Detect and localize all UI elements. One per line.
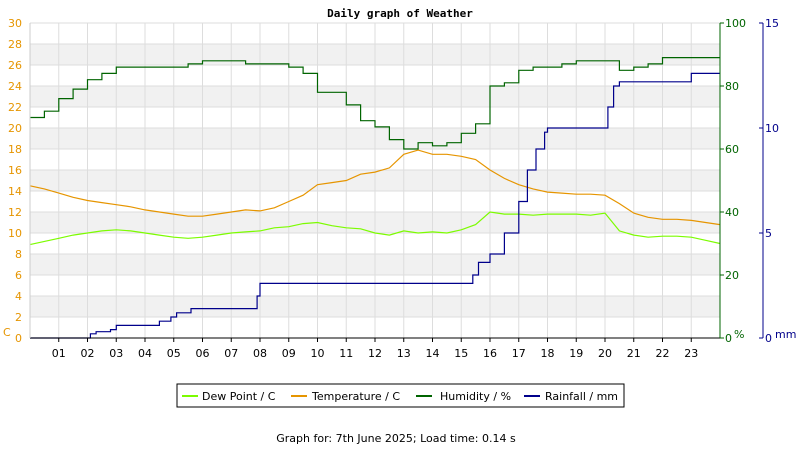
y-tick-label-temperature: 8 bbox=[15, 248, 22, 261]
footer-load-info: Graph for: 7th June 2025; Load time: 0.1… bbox=[276, 432, 516, 445]
y-axis-label-rain: mm bbox=[775, 328, 796, 341]
y-tick-label-humidity: 80 bbox=[725, 80, 739, 93]
x-tick-label: 07 bbox=[224, 347, 238, 360]
y-tick-label-temperature: 12 bbox=[8, 206, 22, 219]
x-tick-label: 19 bbox=[569, 347, 583, 360]
y-tick-label-temperature: 22 bbox=[8, 101, 22, 114]
y-tick-label-humidity: 0 bbox=[725, 332, 732, 345]
legend-label-temperature: Temperature / C bbox=[311, 390, 400, 403]
y-tick-label-rain: 0 bbox=[765, 332, 772, 345]
y-tick-label-rain: 5 bbox=[765, 227, 772, 240]
x-tick-label: 15 bbox=[454, 347, 468, 360]
y-tick-label-temperature: 6 bbox=[15, 269, 22, 282]
y-tick-label-humidity: 40 bbox=[725, 206, 739, 219]
x-tick-label: 23 bbox=[684, 347, 698, 360]
x-tick-label: 13 bbox=[397, 347, 411, 360]
y-tick-label-rain: 15 bbox=[765, 17, 779, 30]
y-tick-label-temperature: 16 bbox=[8, 164, 22, 177]
x-tick-label: 16 bbox=[483, 347, 497, 360]
y-tick-label-humidity: 20 bbox=[725, 269, 739, 282]
x-tick-label: 01 bbox=[52, 347, 66, 360]
y-tick-label-temperature: 2 bbox=[15, 311, 22, 324]
y-axis-label-humidity: % bbox=[734, 328, 744, 341]
y-tick-label-temperature: 10 bbox=[8, 227, 22, 240]
x-tick-label: 17 bbox=[512, 347, 526, 360]
x-tick-label: 08 bbox=[253, 347, 267, 360]
x-tick-label: 09 bbox=[282, 347, 296, 360]
y-tick-label-temperature: 24 bbox=[8, 80, 22, 93]
x-tick-label: 02 bbox=[81, 347, 95, 360]
x-tick-label: 18 bbox=[541, 347, 555, 360]
y-tick-label-temperature: 30 bbox=[8, 17, 22, 30]
legend-label-humidity: Humidity / % bbox=[440, 390, 511, 403]
x-tick-label: 10 bbox=[311, 347, 325, 360]
plot-series bbox=[29, 57, 721, 339]
y-tick-label-humidity: 100 bbox=[725, 17, 746, 30]
legend-box: Dew Point / C Temperature / C Humidity /… bbox=[176, 383, 625, 408]
x-tick-label: 12 bbox=[368, 347, 382, 360]
legend-label-rainfall: Rainfall / mm bbox=[545, 390, 618, 403]
series-line-dew-point bbox=[29, 211, 721, 246]
x-tick-label: 04 bbox=[138, 347, 152, 360]
y-tick-label-temperature: 26 bbox=[8, 59, 22, 72]
x-tick-label: 20 bbox=[598, 347, 612, 360]
y-tick-label-temperature: 14 bbox=[8, 185, 22, 198]
x-tick-label: 06 bbox=[196, 347, 210, 360]
y-tick-label-temperature: 28 bbox=[8, 38, 22, 51]
y-tick-label-temperature: 0 bbox=[15, 332, 22, 345]
y-tick-label-temperature: 4 bbox=[15, 290, 22, 303]
x-tick-label: 11 bbox=[339, 347, 353, 360]
y-tick-label-humidity: 60 bbox=[725, 143, 739, 156]
legend-label-dew-point: Dew Point / C bbox=[202, 390, 276, 403]
series-line-rainfall bbox=[30, 72, 720, 339]
y-axis-label-celsius: C bbox=[3, 326, 11, 339]
chart-title: Daily graph of Weather bbox=[327, 7, 473, 20]
series-line-temperature bbox=[29, 149, 721, 226]
y-tick-label-rain: 10 bbox=[765, 122, 779, 135]
y-tick-label-temperature: 18 bbox=[8, 143, 22, 156]
x-tick-label: 03 bbox=[109, 347, 123, 360]
x-tick-label: 22 bbox=[656, 347, 670, 360]
x-tick-label: 14 bbox=[426, 347, 440, 360]
y-tick-label-temperature: 20 bbox=[8, 122, 22, 135]
x-tick-label: 21 bbox=[627, 347, 641, 360]
x-tick-label: 05 bbox=[167, 347, 181, 360]
series-line-humidity bbox=[30, 57, 720, 150]
